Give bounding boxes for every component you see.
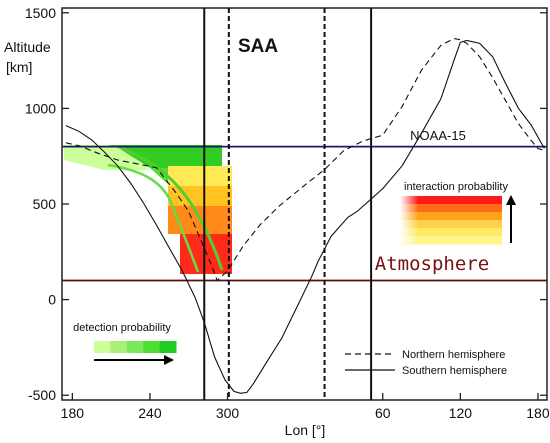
series-line-southern [65, 39, 545, 394]
detection-region-green [108, 145, 222, 168]
noaa-label: NOAA-15 [410, 128, 466, 143]
atmosphere-label: Atmosphere [375, 253, 489, 275]
detection-scale-swatch [94, 341, 111, 353]
y-axis-label-line1: Altitude [4, 39, 51, 55]
detection-arrow [94, 355, 174, 365]
interaction-probability-label: interaction probability [404, 181, 508, 193]
x-tick-label: 120 [449, 405, 473, 421]
legend-southern-label: Southern hemisphere [402, 365, 507, 377]
interaction-band-1 [168, 166, 232, 186]
detection-scale-swatch [126, 341, 144, 353]
x-tick-label: 300 [216, 405, 240, 421]
x-tick-label: 60 [375, 405, 391, 421]
series-line-northern [65, 38, 545, 282]
interaction-scale [400, 196, 502, 245]
interaction-arrow [506, 195, 516, 243]
legend: Northern hemisphere Southern hemisphere [345, 349, 507, 377]
x-axis-label: Lon [°] [285, 422, 326, 438]
y-tick-label: -500 [28, 387, 56, 403]
detection-scale-swatch [143, 341, 161, 353]
legend-northern-label: Northern hemisphere [402, 349, 505, 361]
detection-scale [94, 341, 177, 353]
y-tick-label: 0 [48, 292, 56, 308]
interaction-arrow-head [506, 195, 516, 205]
detection-probability-label: detection probability [73, 322, 171, 334]
detection-scale-swatch [159, 341, 177, 353]
x-tick-label: 180 [61, 405, 85, 421]
detection-curve-overlay [116, 144, 224, 271]
saa-label: SAA [238, 36, 278, 57]
detection-scale-swatch [110, 341, 128, 353]
y-tick-label: 500 [33, 196, 57, 212]
detection-curve-overlay-2 [107, 163, 200, 273]
interaction-band-4 [180, 234, 232, 274]
detection-region-light [64, 145, 150, 170]
x-tick-label: 240 [138, 405, 162, 421]
y-tick-label: 1000 [25, 100, 56, 116]
detection-arrow-head [164, 355, 174, 365]
y-tick-label: 1500 [25, 5, 56, 21]
x-tick-label: 180 [526, 405, 550, 421]
interaction-scale-fade [400, 196, 502, 244]
interaction-band-2 [168, 186, 232, 206]
y-axis-label-line2: [km] [6, 59, 32, 75]
